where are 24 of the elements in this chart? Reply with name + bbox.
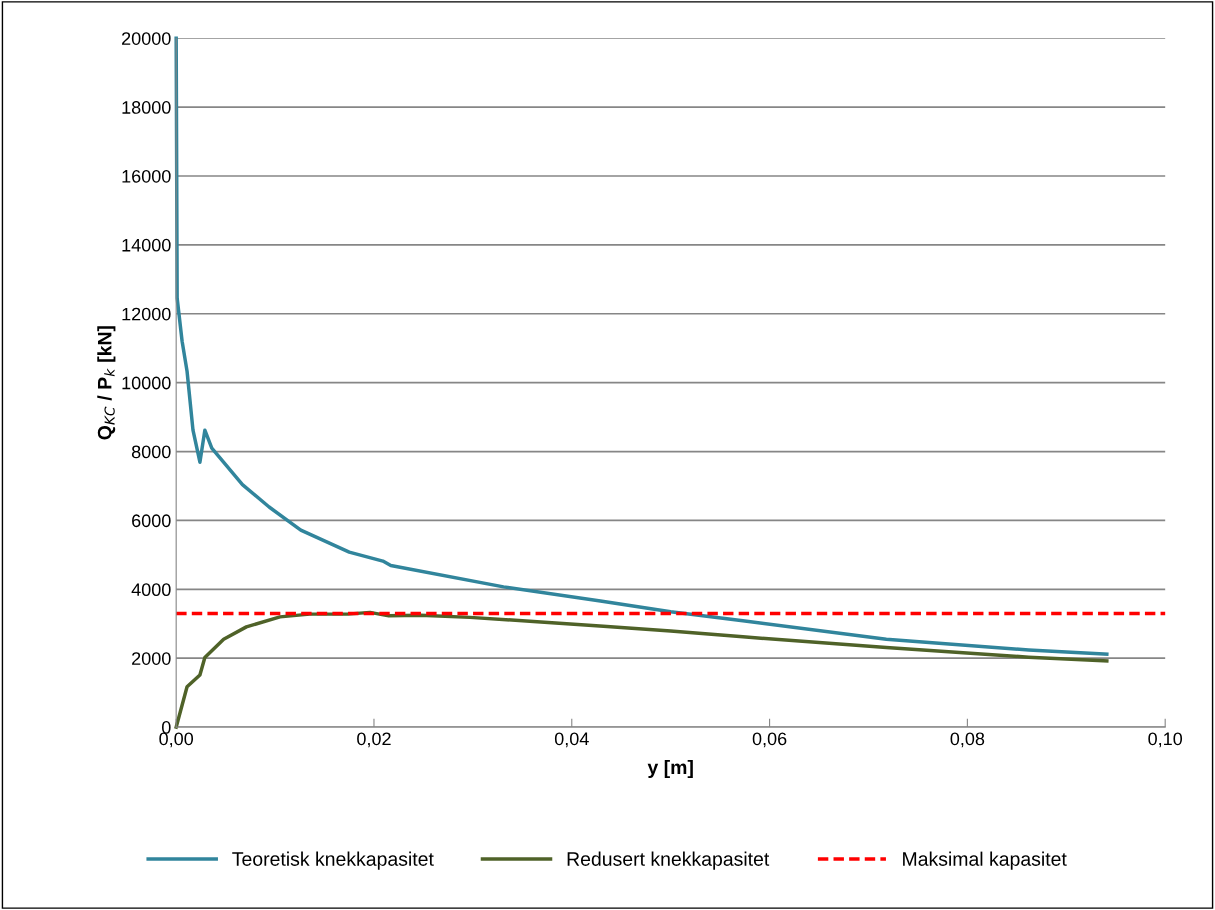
y-tick-label: 14000: [122, 238, 171, 252]
x-axis-title: y [m]: [647, 759, 693, 779]
x-tick-label: 0,04: [554, 732, 589, 748]
y-tick-label: 10000: [122, 376, 171, 390]
y-tick-label: 8000: [131, 445, 171, 459]
x-tick-label: 0,08: [950, 732, 985, 748]
y-tick-label: 0: [161, 721, 171, 734]
y-tick-label: 16000: [122, 169, 171, 183]
x-tick-label: 0,02: [357, 732, 391, 748]
y-axis-title: Q$_{KC}$ / P$_{k}$ [kN]: [97, 326, 116, 440]
y-tick-label: 12000: [122, 307, 171, 321]
y-tick-label: 2000: [132, 652, 171, 665]
line-series: [174, 610, 1109, 729]
legend-label: Maksimal kapasitet: [903, 851, 1067, 870]
x-tick-label: 0,06: [752, 732, 787, 748]
y-tick-label: 20000: [122, 32, 171, 45]
y-tick-label: 18000: [122, 101, 171, 114]
y-tick-label: 4000: [131, 583, 171, 597]
line-series: [174, 36, 1109, 656]
x-tick-label: 0,00: [159, 732, 194, 748]
x-tick-label: 0,10: [1148, 732, 1183, 748]
legend-label: Teoretisk knekkapasitet: [232, 851, 434, 870]
y-tick-label: 6000: [132, 514, 171, 528]
legend-label: Redusert knekkapasitet: [567, 851, 770, 870]
